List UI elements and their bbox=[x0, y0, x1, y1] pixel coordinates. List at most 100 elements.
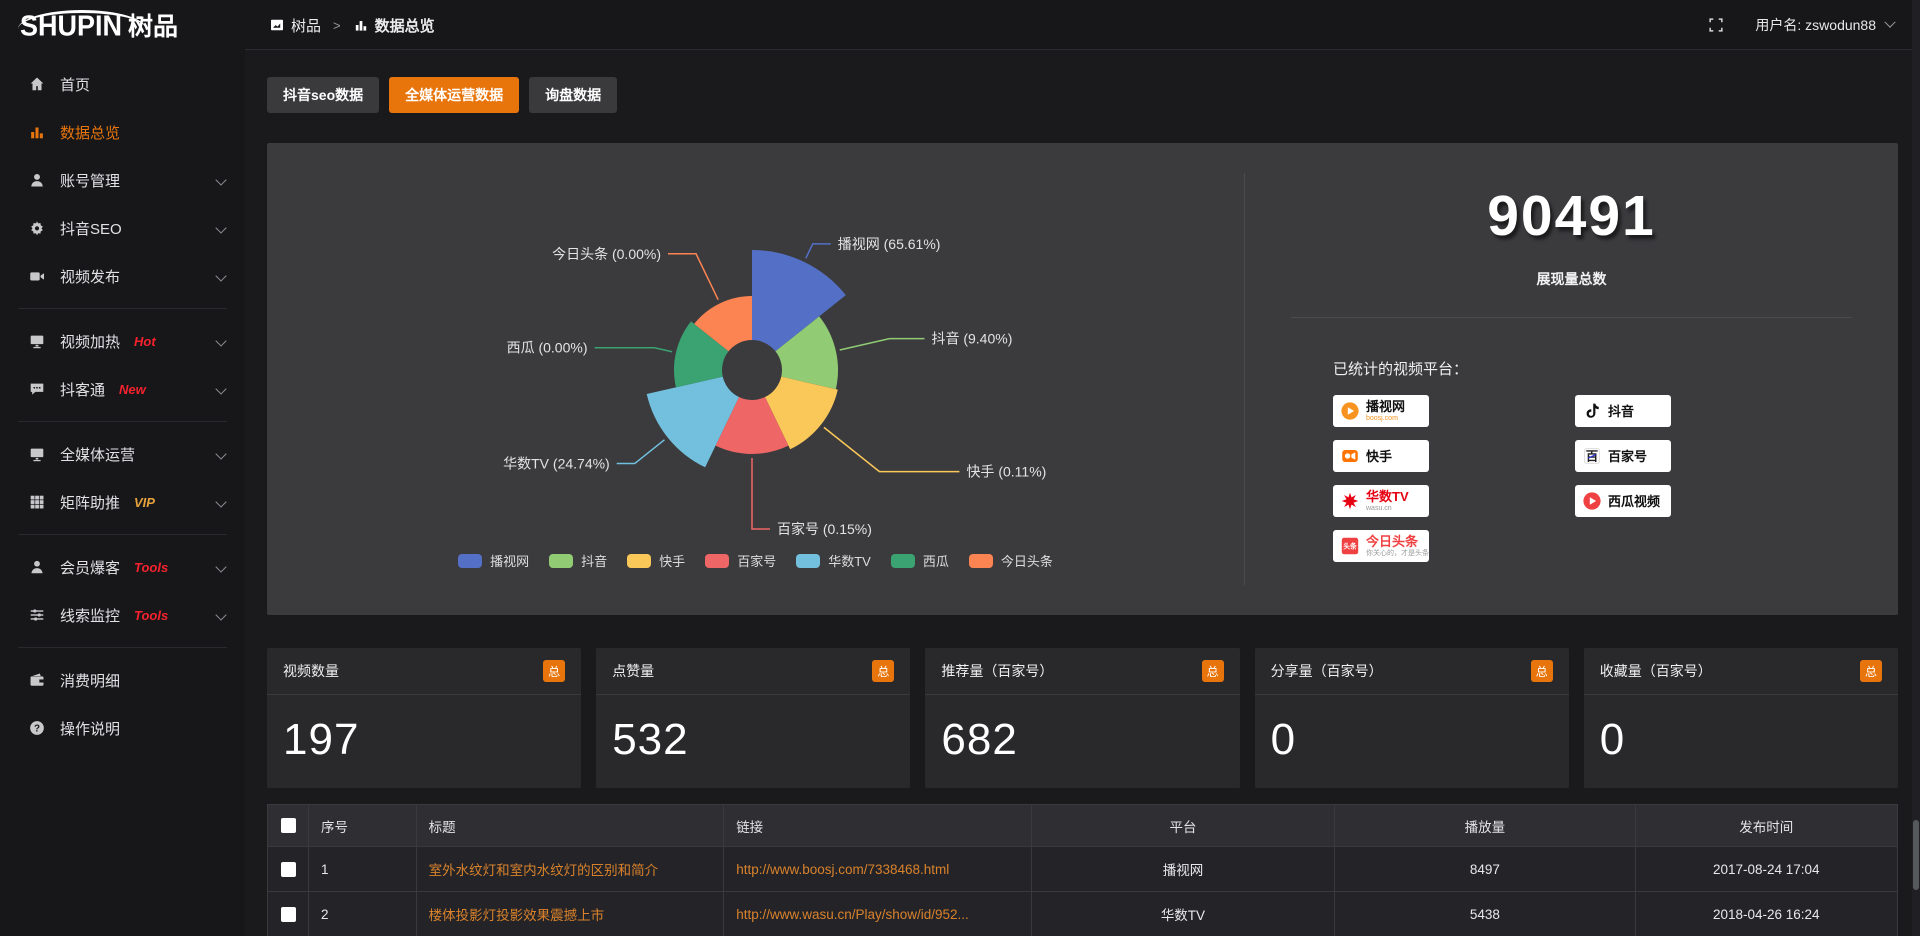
sidebar-item-wallet[interactable]: 消费明细 bbox=[0, 656, 245, 704]
legend-swatch bbox=[968, 553, 993, 568]
tab-2[interactable]: 询盘数据 bbox=[529, 77, 618, 113]
platform-badge-text: 华数TV wasu.cn bbox=[1366, 490, 1409, 512]
fullscreen-icon[interactable] bbox=[1707, 16, 1725, 34]
chevron-down-icon bbox=[215, 270, 227, 282]
total-badge: 总 bbox=[872, 660, 895, 682]
row-checkbox[interactable] bbox=[280, 906, 296, 922]
column-header-4: 播放量 bbox=[1334, 804, 1636, 847]
pie-slice-2[interactable] bbox=[765, 376, 838, 450]
platform-name: 今日头条 bbox=[1366, 534, 1419, 549]
legend-item-6[interactable]: 今日头条 bbox=[968, 551, 1053, 570]
chart-legend: 播视网 抖音 快手 百家号 华数TV 西瓜 今日头条 bbox=[267, 551, 1244, 570]
pie-slice-6[interactable] bbox=[694, 296, 752, 352]
sliders-icon bbox=[28, 606, 46, 624]
legend-item-1[interactable]: 抖音 bbox=[549, 551, 607, 570]
page-scrollbar[interactable] bbox=[1912, 0, 1920, 936]
legend-item-3[interactable]: 百家号 bbox=[705, 551, 776, 570]
chevron-down-icon bbox=[215, 448, 227, 460]
sidebar-item-user[interactable]: 账号管理 bbox=[0, 156, 245, 204]
sidebar-item-heat[interactable]: 视频加热 Hot bbox=[0, 317, 245, 365]
legend-swatch bbox=[796, 553, 821, 568]
cell-views: 5438 bbox=[1334, 891, 1636, 936]
breadcrumb: 树品 > 数据总览 bbox=[269, 15, 435, 36]
platform-badge-xigua: 西瓜视频 bbox=[1575, 485, 1671, 517]
platform-subtext: wasu.cn bbox=[1366, 505, 1392, 512]
sidebar-item-chart[interactable]: 数据总览 bbox=[0, 108, 245, 156]
platform-name: 抖音 bbox=[1608, 403, 1635, 419]
sidebar-item-monitor[interactable]: 全媒体运营 bbox=[0, 430, 245, 478]
platform-badge-kuaishou: 快手 bbox=[1333, 440, 1429, 472]
username-label[interactable]: 用户名: zswodun88 bbox=[1755, 17, 1876, 33]
sidebar-item-home[interactable]: 首页 bbox=[0, 60, 245, 108]
breadcrumb-item-current[interactable]: 数据总览 bbox=[353, 15, 435, 36]
breadcrumb-separator: > bbox=[333, 17, 341, 33]
cell-time: 2018-04-26 16:24 bbox=[1634, 891, 1899, 936]
legend-item-4[interactable]: 华数TV bbox=[796, 551, 871, 570]
tab-0[interactable]: 抖音seo数据 bbox=[267, 77, 380, 113]
sidebar-item-gear[interactable]: 抖音SEO bbox=[0, 204, 245, 252]
cell-num: 1 bbox=[308, 846, 417, 892]
pie-slice-0[interactable] bbox=[752, 250, 846, 352]
main-content: 抖音seo数据 全媒体运营数据 询盘数据 播视网 (65.61%) 抖音 (9.40%… bbox=[245, 50, 1920, 936]
pie-label: 西瓜 (0.00%) bbox=[507, 340, 588, 356]
stat-card-4: 收藏量（百家号） 总 0 bbox=[1583, 648, 1898, 788]
legend-swatch bbox=[890, 553, 915, 568]
pie-label: 百家号 (0.15%) bbox=[777, 521, 872, 537]
pie-slice-3[interactable] bbox=[715, 397, 789, 454]
video-title-link[interactable]: 室外水纹灯和室内水纹灯的区别和简介 bbox=[428, 863, 659, 878]
chevron-down-icon bbox=[215, 383, 227, 395]
stat-card-header: 收藏量（百家号） 总 bbox=[1583, 648, 1898, 695]
stat-value: 0 bbox=[1599, 715, 1626, 764]
heat-icon bbox=[28, 332, 46, 350]
column-header-2: 链接 bbox=[723, 804, 1032, 847]
pie-label: 播视网 (65.61%) bbox=[838, 236, 941, 252]
select-all-checkbox[interactable] bbox=[280, 818, 296, 834]
legend-swatch bbox=[549, 553, 574, 568]
cell-platform: 播视网 bbox=[1030, 846, 1336, 892]
sidebar-item-member[interactable]: 会员爆客 Tools bbox=[0, 543, 245, 591]
total-badge: 总 bbox=[1201, 660, 1224, 682]
sidebar-item-label: 视频发布 bbox=[60, 268, 121, 286]
pie-slice-4[interactable] bbox=[646, 376, 739, 468]
pie-slice-1[interactable] bbox=[775, 316, 838, 390]
video-title-link[interactable]: 楼体投影灯投影效果震撼上市 bbox=[428, 908, 605, 923]
topbar-right: 用户名: zswodun88 bbox=[1707, 15, 1920, 35]
legend-item-2[interactable]: 快手 bbox=[627, 551, 685, 570]
legend-item-5[interactable]: 西瓜 bbox=[890, 551, 949, 570]
sidebar-item-video[interactable]: 视频发布 bbox=[0, 252, 245, 300]
platform-badge-boosj: 播视网 boosj.com bbox=[1333, 395, 1429, 427]
scrollbar-thumb[interactable] bbox=[1913, 820, 1919, 890]
pie-slice-5[interactable] bbox=[674, 321, 729, 388]
rose-chart: 播视网 (65.61%) 抖音 (9.40%) 快手 (0.11%) 百家号 (0.1… bbox=[267, 143, 1244, 615]
legend-item-0[interactable]: 播视网 bbox=[458, 551, 529, 570]
wallet-icon bbox=[28, 671, 46, 689]
sidebar-item-grid[interactable]: 矩阵助推 VIP bbox=[0, 478, 245, 526]
sidebar-item-sliders[interactable]: 线索监控 Tools bbox=[0, 591, 245, 639]
stat-title: 视频数量 bbox=[283, 663, 339, 679]
platforms-title: 已统计的视频平台： bbox=[1333, 361, 1469, 378]
app-logo[interactable]: SHUPIN 树品 bbox=[0, 7, 245, 43]
platform-subtext: 你关心的，才是头条 bbox=[1366, 550, 1429, 557]
column-header-0: 序号 bbox=[308, 804, 417, 847]
legend-label: 百家号 bbox=[737, 554, 777, 569]
sidebar-item-chat[interactable]: 抖客通 New bbox=[0, 365, 245, 413]
stat-card-header: 视频数量 总 bbox=[267, 648, 582, 695]
tab-1-active[interactable]: 全媒体运营数据 bbox=[389, 77, 520, 113]
pie-label-leader bbox=[594, 346, 673, 353]
breadcrumb-item-root[interactable]: 树品 bbox=[269, 15, 321, 36]
platform-badge-text: 西瓜视频 bbox=[1608, 495, 1660, 508]
row-checkbox[interactable] bbox=[280, 861, 296, 877]
sidebar-item-label: 全媒体运营 bbox=[60, 446, 136, 464]
stat-title: 分享量（百家号） bbox=[1270, 663, 1383, 679]
panel-icon bbox=[269, 17, 285, 33]
stat-value: 197 bbox=[283, 715, 360, 764]
chevron-down-icon bbox=[215, 174, 227, 186]
platform-badge-text: 快手 bbox=[1366, 450, 1392, 463]
sidebar-item-question[interactable]: ? 操作说明 bbox=[0, 704, 245, 752]
platform-name: 百家号 bbox=[1608, 448, 1648, 464]
video-url-link[interactable]: http://www.boosj.com/7338468.html bbox=[736, 861, 950, 877]
chevron-down-icon bbox=[1884, 16, 1896, 28]
sidebar-group-divider bbox=[18, 534, 227, 535]
video-url-link[interactable]: http://www.wasu.cn/Play/show/id/952... bbox=[736, 906, 969, 922]
